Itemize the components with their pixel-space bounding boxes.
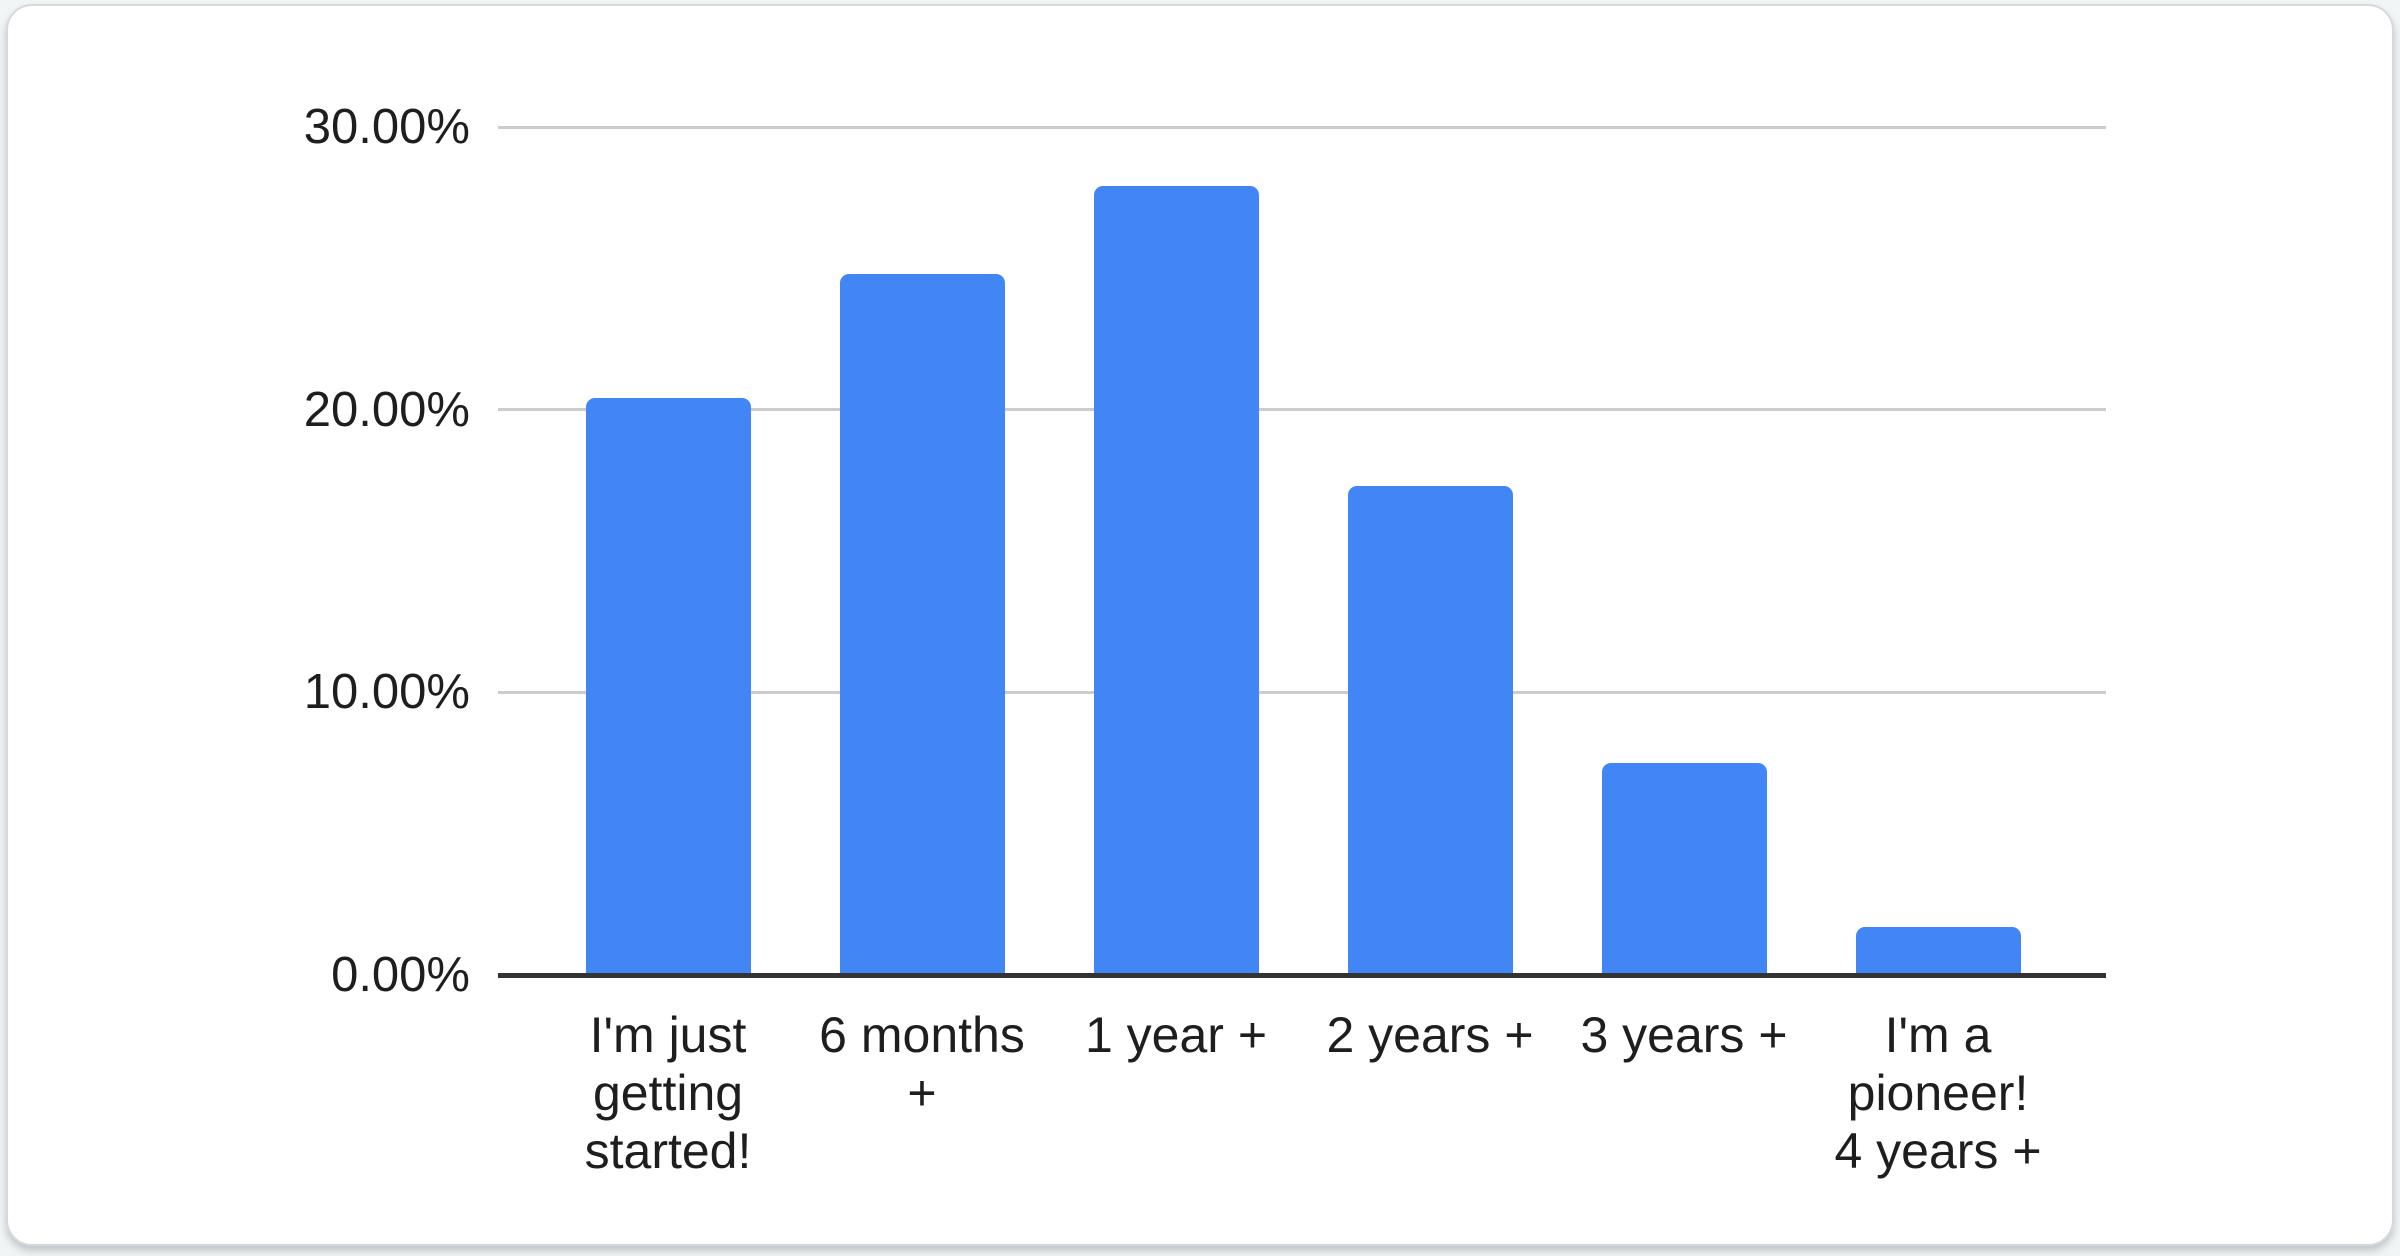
x-axis-category-label: I'm just getting started!: [584, 1007, 752, 1179]
x-axis-category-label: 3 years +: [1580, 1007, 1788, 1063]
bar: [1093, 186, 1259, 975]
chart-card: 0.00% 10.00% 20.00% 30.00% I'm just getting…: [6, 4, 2394, 1246]
gridline: [498, 690, 2106, 694]
y-axis: 0.00% 10.00% 20.00% 30.00%: [8, 100, 470, 1002]
y-axis-tick-label: 20.00%: [303, 382, 470, 437]
bar: [585, 398, 751, 975]
y-axis-tick-label: 10.00%: [303, 665, 470, 720]
x-axis-category-label: 2 years +: [1326, 1007, 1534, 1063]
x-axis-category-label: I'm a pioneer! 4 years +: [1834, 1007, 2042, 1179]
gridline: [498, 125, 2106, 129]
bar: [839, 274, 1005, 975]
bar: [1347, 486, 1513, 975]
x-axis-category-label: 6 months +: [819, 1007, 1025, 1121]
plot-area: [498, 125, 2106, 978]
y-axis-tick-label: 30.00%: [303, 100, 470, 154]
x-axis-labels: I'm just getting started! 6 months + 1 yea…: [498, 1006, 2106, 1216]
bar: [1855, 926, 2021, 975]
bar: [1601, 763, 1767, 975]
x-axis-category-label: 1 year +: [1084, 1007, 1268, 1063]
x-axis-line: [498, 973, 2106, 978]
gridline: [498, 408, 2106, 412]
y-axis-tick-label: 0.00%: [331, 948, 470, 1002]
